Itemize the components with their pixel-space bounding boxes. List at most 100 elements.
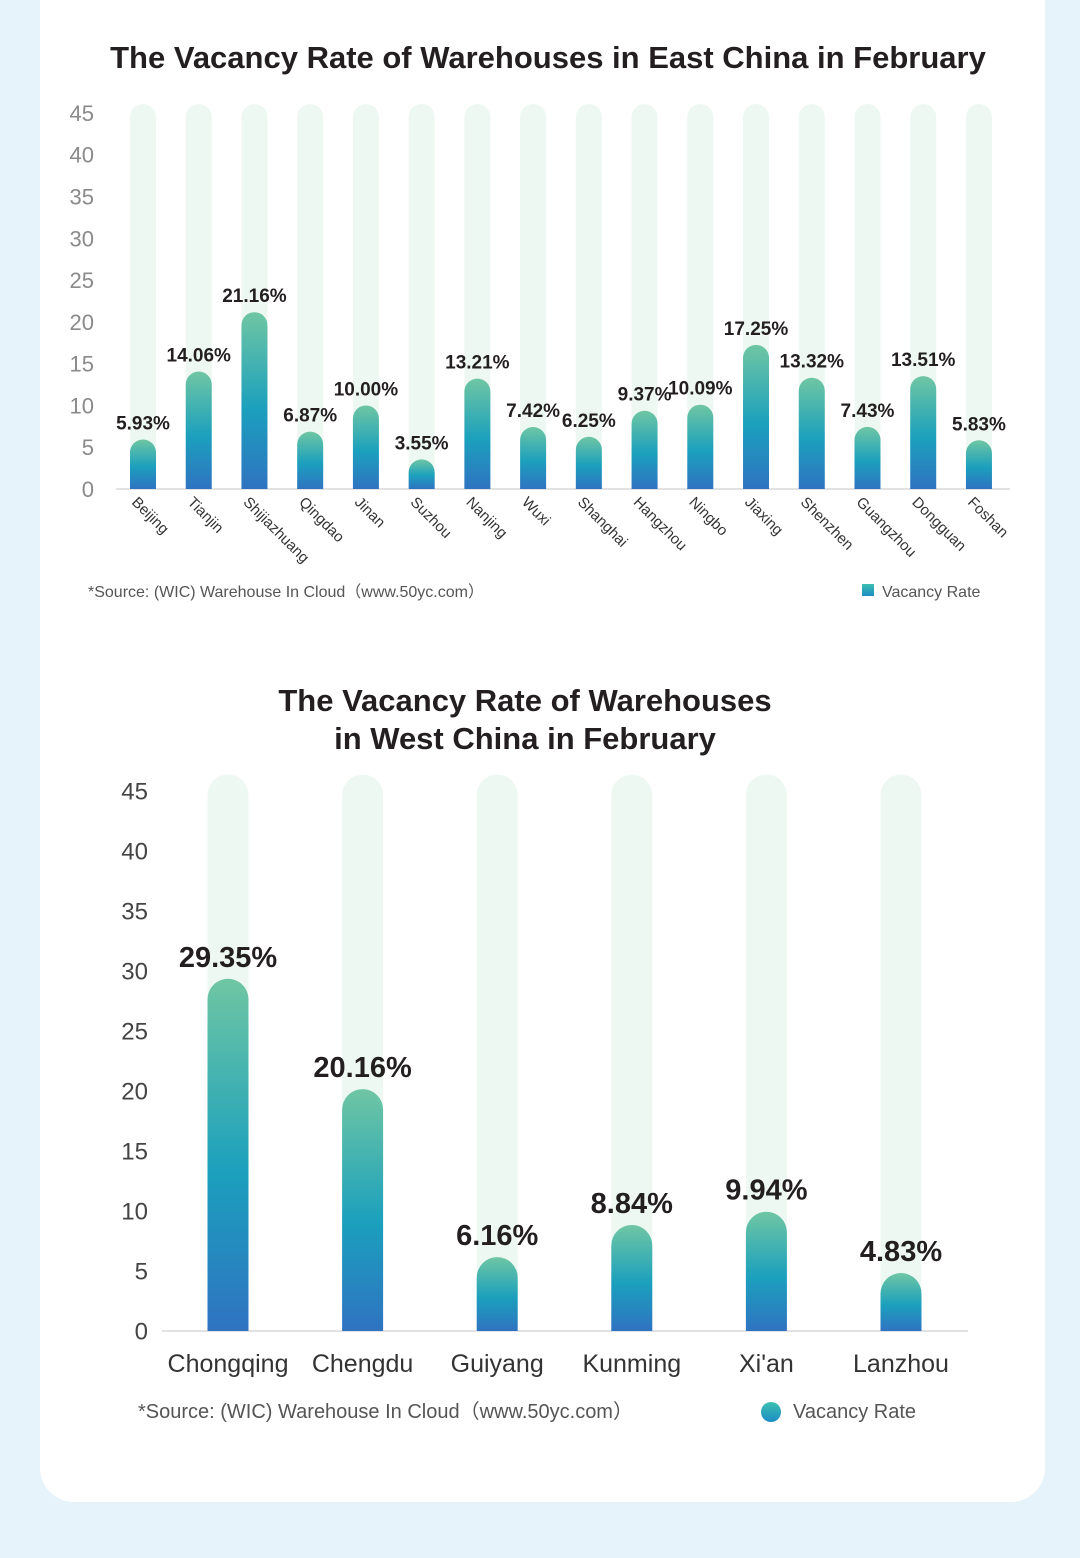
value-label: 20.16% xyxy=(313,1052,412,1084)
y-tick-label: 0 xyxy=(135,1319,148,1346)
value-label: 6.25% xyxy=(562,411,616,432)
y-tick-label: 5 xyxy=(135,1259,148,1286)
west-chart-title-line-1: The Vacancy Rate of Warehouses xyxy=(278,683,771,718)
bar-qingdao xyxy=(297,431,324,489)
category-label: Lanzhou xyxy=(853,1350,949,1378)
category-label: Wuxi xyxy=(518,494,553,529)
bar-track xyxy=(880,774,922,1331)
bar-xi-an xyxy=(745,1211,787,1331)
west-chart-title-line-2: in West China in February xyxy=(334,721,717,756)
bar-ningbo xyxy=(687,404,714,489)
bar-kunming xyxy=(611,1224,653,1331)
y-tick-label: 15 xyxy=(121,1139,148,1166)
category-label: Kunming xyxy=(582,1350,681,1378)
bar-chengdu xyxy=(342,1089,384,1331)
value-label: 7.42% xyxy=(506,401,560,422)
west-legend-label: Vacancy Rate xyxy=(793,1401,916,1423)
bar-track xyxy=(965,104,992,489)
east-source-note: *Source: (WIC) Warehouse In Cloud（www.50… xyxy=(88,583,484,601)
bar-hangzhou xyxy=(631,410,658,489)
category-label: Ningbo xyxy=(685,494,731,540)
bar-guiyang xyxy=(476,1257,518,1331)
bar-track xyxy=(408,104,435,489)
bar-guangzhou xyxy=(854,426,881,489)
bar-beijing xyxy=(130,439,156,489)
category-label: Xi'an xyxy=(739,1350,794,1378)
bar-lanzhou xyxy=(880,1273,922,1331)
y-tick-label: 40 xyxy=(121,839,148,866)
category-label: Chengdu xyxy=(312,1350,413,1378)
bar-track xyxy=(297,104,324,489)
value-label: 5.93% xyxy=(116,413,170,434)
bar-track xyxy=(745,774,787,1331)
value-label: 21.16% xyxy=(222,286,287,307)
y-tick-label: 40 xyxy=(70,143,94,168)
bar-track xyxy=(520,104,547,489)
bar-tianjin xyxy=(185,371,212,489)
category-label: Suzhou xyxy=(407,494,455,542)
value-label: 8.84% xyxy=(591,1188,673,1220)
bar-track xyxy=(687,104,714,489)
y-tick-label: 30 xyxy=(121,959,148,986)
y-tick-label: 30 xyxy=(70,226,94,251)
y-tick-label: 5 xyxy=(82,435,94,460)
bar-track xyxy=(631,104,658,489)
value-label: 4.83% xyxy=(860,1236,942,1268)
value-label: 3.55% xyxy=(395,433,449,454)
category-label: Shanghai xyxy=(574,494,631,551)
west-legend-swatch xyxy=(761,1402,781,1422)
bar-shanghai xyxy=(575,436,602,489)
bar-track xyxy=(575,104,602,489)
bar-suzhou xyxy=(408,459,435,489)
category-label: Beijing xyxy=(128,494,172,538)
bar-chongqing xyxy=(207,978,249,1331)
category-label: Guiyang xyxy=(451,1350,544,1378)
category-label: Tianjin xyxy=(184,494,227,537)
bar-dongguan xyxy=(910,376,937,489)
y-tick-label: 35 xyxy=(121,899,148,926)
value-label: 7.43% xyxy=(841,401,895,422)
bar-nanjing xyxy=(464,378,491,489)
west-china-chart: The Vacancy Rate of Warehouses in West C… xyxy=(121,683,968,1423)
category-label: Foshan xyxy=(964,494,1011,541)
category-label: Hangzhou xyxy=(630,494,690,554)
y-tick-label: 45 xyxy=(121,779,148,806)
bar-jiaxing xyxy=(743,344,770,489)
value-label: 29.35% xyxy=(179,942,278,974)
category-label: Jiaxing xyxy=(741,494,786,539)
bar-track xyxy=(476,774,518,1331)
bar-jinan xyxy=(352,405,379,489)
bar-wuxi xyxy=(520,427,547,489)
y-tick-label: 25 xyxy=(121,1019,148,1046)
value-label: 14.06% xyxy=(167,346,232,367)
value-label: 10.00% xyxy=(334,379,399,400)
bar-shijiazhuang xyxy=(241,312,268,489)
bar-track xyxy=(611,774,653,1331)
value-label: 17.25% xyxy=(724,319,789,340)
value-label: 6.16% xyxy=(456,1220,538,1252)
y-tick-label: 10 xyxy=(70,393,94,418)
value-label: 6.87% xyxy=(283,406,337,427)
value-label: 9.94% xyxy=(725,1175,807,1207)
west-source-note: *Source: (WIC) Warehouse In Cloud（www.50… xyxy=(138,1400,633,1423)
y-tick-label: 10 xyxy=(121,1199,148,1226)
east-chart-title: The Vacancy Rate of Warehouses in East C… xyxy=(110,40,986,75)
category-label: Jinan xyxy=(351,494,388,531)
category-label: Chongqing xyxy=(168,1350,289,1378)
value-label: 10.09% xyxy=(668,379,733,400)
bar-shenzhen xyxy=(798,377,825,489)
bar-track xyxy=(130,104,156,489)
category-label: Qingdao xyxy=(295,494,347,546)
category-label: Nanjing xyxy=(463,494,511,542)
y-tick-label: 20 xyxy=(121,1079,148,1106)
value-label: 13.21% xyxy=(445,353,510,374)
y-tick-label: 35 xyxy=(70,184,94,209)
y-tick-label: 45 xyxy=(70,101,94,126)
bar-foshan xyxy=(965,440,992,489)
east-china-chart: The Vacancy Rate of Warehouses in East C… xyxy=(70,40,1012,601)
category-label: Shenzhen xyxy=(797,494,857,554)
y-tick-label: 0 xyxy=(82,477,94,502)
value-label: 5.83% xyxy=(952,414,1006,435)
value-label: 13.32% xyxy=(780,352,845,373)
